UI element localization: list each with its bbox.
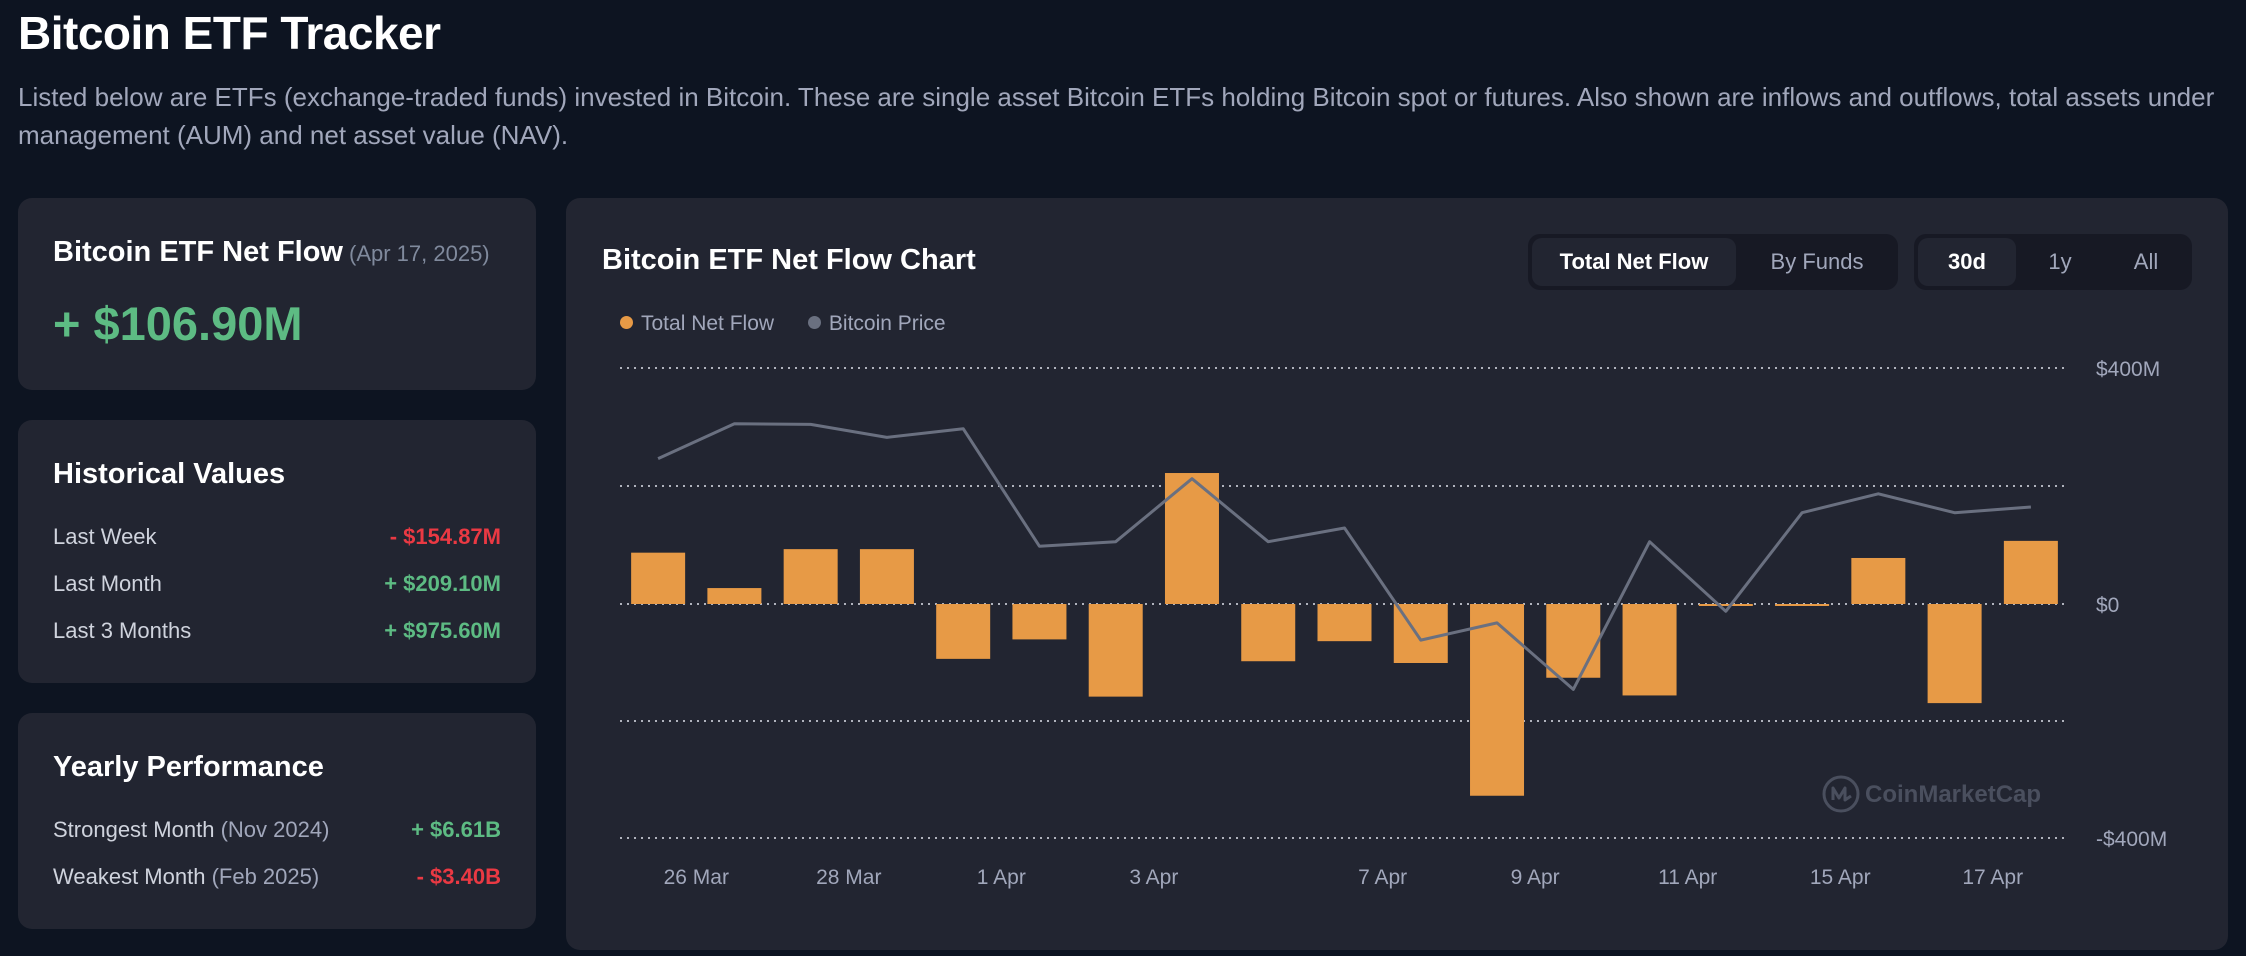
bar xyxy=(783,549,838,604)
legend-item-total-net-flow[interactable]: Total Net Flow xyxy=(620,312,774,336)
watermark-logo-mark xyxy=(1831,786,1852,802)
bar xyxy=(1012,604,1067,640)
net-flow-title-text: Bitcoin ETF Net Flow xyxy=(53,236,343,268)
x-tick-label: 26 Mar xyxy=(664,866,729,889)
range-toggle: 30d 1y All xyxy=(1914,234,2192,290)
x-tick-label: 11 Apr xyxy=(1658,866,1717,889)
bar xyxy=(1622,604,1677,696)
page-title: Bitcoin ETF Tracker xyxy=(18,7,441,59)
yearly-row-weakest-month: Weakest Month (Feb 2025) - $3.40B xyxy=(53,864,501,898)
yearly-row-value: - $3.40B xyxy=(416,864,501,889)
net-flow-date: (Apr 17, 2025) xyxy=(349,241,490,266)
bar xyxy=(1927,604,1982,704)
range-all[interactable]: All xyxy=(2133,249,2159,274)
bar xyxy=(936,604,991,659)
x-tick-label: 9 Apr xyxy=(1511,866,1560,889)
bar xyxy=(631,552,686,604)
toggle-total-net-flow[interactable]: Total Net Flow xyxy=(1532,238,1736,286)
chart-legend: Total Net Flow Bitcoin Price xyxy=(620,312,974,336)
historical-row-label: Last Week xyxy=(53,524,157,549)
yearly-performance-title: Yearly Performance xyxy=(53,751,324,783)
x-tick-label: 28 Mar xyxy=(816,866,881,889)
yearly-row-label: Weakest Month (Feb 2025) xyxy=(53,864,319,890)
bar xyxy=(1241,604,1296,662)
x-tick-label: 7 Apr xyxy=(1358,866,1407,889)
y-tick-label: $0 xyxy=(2096,594,2119,617)
historical-row-last-month: Last Month + $209.10M xyxy=(53,571,501,605)
net-flow-title: Bitcoin ETF Net Flow (Apr 17, 2025) xyxy=(53,236,490,269)
historical-row-value: - $154.87M xyxy=(389,524,501,549)
yearly-row-label-text: Strongest Month xyxy=(53,817,215,842)
historical-row-label: Last 3 Months xyxy=(53,618,192,643)
bar xyxy=(1851,557,1906,604)
bar xyxy=(859,549,914,604)
x-tick-label: 3 Apr xyxy=(1129,866,1178,889)
bar xyxy=(1775,604,1830,606)
bar xyxy=(707,588,762,604)
toggle-by-funds[interactable]: By Funds xyxy=(1770,249,1864,274)
yearly-row-strongest-month: Strongest Month (Nov 2024) + $6.61B xyxy=(53,817,501,851)
bitcoin-price-line xyxy=(657,422,2032,691)
net-flow-value: + $106.90M xyxy=(53,297,303,350)
legend-item-bitcoin-price[interactable]: Bitcoin Price xyxy=(807,312,946,336)
net-flow-chart: CoinMarketCap $400M $0 -$400M 26 Mar 28 Mar 1 … xyxy=(620,358,2167,889)
watermark-text: CoinMarketCap xyxy=(1865,781,2041,808)
historical-values-card: Historical Values Last Week - $154.87M L… xyxy=(18,420,536,683)
historical-row-value: + $209.10M xyxy=(384,571,501,596)
x-tick-label: 1 Apr xyxy=(977,866,1026,889)
x-tick-label: 17 Apr xyxy=(1962,866,2023,889)
legend-dot-icon xyxy=(620,315,633,329)
legend-label: Bitcoin Price xyxy=(828,312,946,335)
net-flow-card: Bitcoin ETF Net Flow (Apr 17, 2025) + $10… xyxy=(18,198,536,390)
page-description: Listed below are ETFs (exchange-traded f… xyxy=(18,82,2215,150)
yearly-row-period: (Nov 2024) xyxy=(220,817,330,842)
view-toggle: Total Net Flow By Funds xyxy=(1528,234,1898,290)
historical-row-last-week: Last Week - $154.87M xyxy=(53,524,501,558)
x-tick-label: 15 Apr xyxy=(1810,866,1871,889)
yearly-row-label-text: Weakest Month xyxy=(53,864,206,889)
range-30d[interactable]: 30d xyxy=(1918,238,2016,286)
legend-dot-icon xyxy=(807,315,821,329)
bar xyxy=(1546,604,1601,678)
yearly-row-label: Strongest Month (Nov 2024) xyxy=(53,817,329,843)
watermark-logo-icon xyxy=(1822,775,1860,813)
yearly-performance-card: Yearly Performance Strongest Month (Nov … xyxy=(18,713,536,929)
historical-row-label: Last Month xyxy=(53,571,162,596)
legend-label: Total Net Flow xyxy=(641,312,775,335)
y-tick-label: $400M xyxy=(2096,358,2160,381)
bar xyxy=(1088,604,1143,697)
bar xyxy=(1698,604,1753,606)
y-tick-label: -$400M xyxy=(2096,828,2167,851)
historical-row-value: + $975.60M xyxy=(384,618,501,643)
net-flow-chart-card: CoinMarketCap $400M $0 -$400M 26 Mar 28 Mar 1 … xyxy=(566,198,2228,950)
historical-values-title: Historical Values xyxy=(53,458,286,490)
bar xyxy=(1470,604,1525,796)
yearly-row-value: + $6.61B xyxy=(411,817,501,842)
yearly-row-period: (Feb 2025) xyxy=(211,864,320,889)
bar xyxy=(1317,604,1372,642)
historical-row-last-3-months: Last 3 Months + $975.60M xyxy=(53,618,501,652)
range-1y[interactable]: 1y xyxy=(2048,249,2072,274)
chart-title: Bitcoin ETF Net Flow Chart xyxy=(602,244,976,276)
bar xyxy=(2003,540,2058,604)
